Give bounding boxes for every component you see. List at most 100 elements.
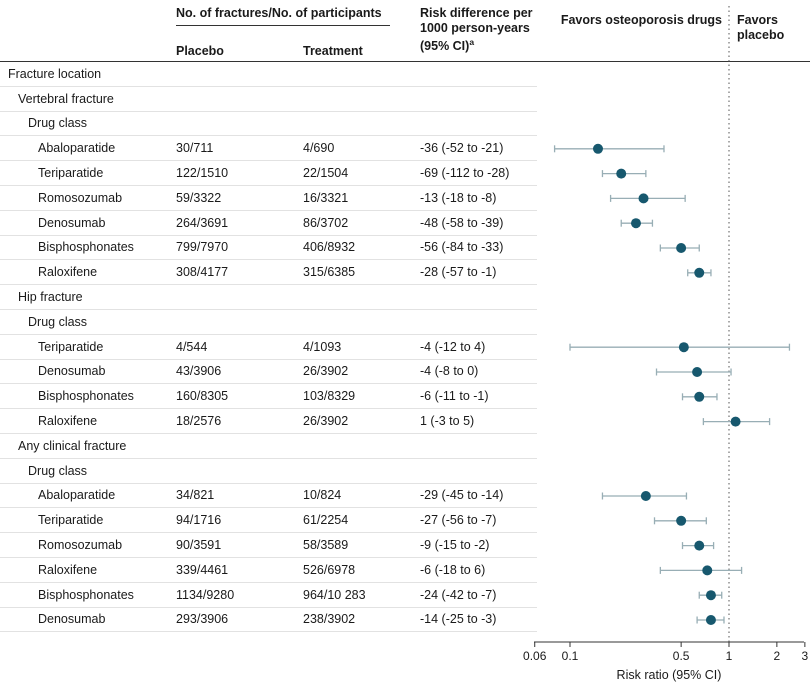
placebo-count: 264/3691 (176, 215, 229, 230)
forest-table-rows: Fracture location Vertebral fracture Drug … (0, 62, 537, 633)
section-label: Hip fracture (18, 290, 83, 305)
point-estimate (676, 515, 687, 526)
drug-label: Denosumab (38, 215, 106, 230)
point-estimate (730, 416, 741, 427)
treatment-count: 4/1093 (303, 339, 342, 354)
risk-difference-value: -48 (-58 to -39) (420, 215, 504, 230)
table-row: Denosumab 264/3691 86/3702 -48 (-58 to -39) (0, 211, 537, 236)
treatment-count: 103/8329 (303, 389, 356, 404)
point-estimate (616, 168, 627, 179)
placebo-count: 59/3322 (176, 190, 222, 205)
section-label: Drug class (28, 116, 88, 131)
risk-difference-value: -56 (-84 to -33) (420, 240, 504, 255)
drug-label: Bisphosphonates (38, 240, 134, 255)
table-row: Abaloparatide 34/821 10/824 -29 (-45 to -14… (0, 484, 537, 509)
risk-difference-value: -27 (-56 to -7) (420, 513, 497, 528)
table-row: Bisphosphonates 160/8305 103/8329 -6 (-11 t… (0, 384, 537, 410)
table-row: Raloxifene 308/4177 315/6385 -28 (-57 to -1… (0, 260, 537, 286)
column-header-treatment: Treatment (303, 44, 363, 58)
placebo-count: 90/3591 (176, 538, 222, 553)
placebo-count: 43/3906 (176, 364, 222, 379)
treatment-count: 406/8932 (303, 240, 356, 255)
column-header-placebo: Placebo (176, 44, 224, 58)
section-row: Fracture location (0, 62, 537, 87)
section-row: Any clinical fracture (0, 434, 537, 459)
treatment-count: 238/3902 (303, 612, 356, 627)
risk-difference-value: -4 (-8 to 0) (420, 364, 479, 379)
favors-placebo-label: Favors placebo (737, 13, 785, 43)
table-row: Romosozumab 90/3591 58/3589 -9 (-15 to -2) (0, 533, 537, 558)
section-row: Drug class (0, 459, 537, 484)
risk-difference-value: -6 (-11 to -1) (420, 389, 489, 404)
drug-label: Abaloparatide (38, 488, 116, 503)
drug-label: Raloxifene (38, 265, 98, 280)
placebo-count: 18/2576 (176, 414, 222, 429)
drug-label: Bisphosphonates (38, 587, 134, 602)
placebo-count: 339/4461 (176, 562, 229, 577)
table-row: Bisphosphonates 799/7970 406/8932 -56 (-84 … (0, 236, 537, 261)
table-row: Raloxifene 339/4461 526/6978 -6 (-18 to 6) (0, 558, 537, 583)
drug-label: Teriparatide (38, 339, 104, 354)
table-row: Denosumab 293/3906 238/3902 -14 (-25 to -3) (0, 608, 537, 633)
x-axis-tick-label: 0.5 (673, 649, 690, 663)
drug-label: Romosozumab (38, 190, 123, 205)
point-estimate (592, 143, 603, 154)
risk-difference-value: -9 (-15 to -2) (420, 538, 490, 553)
treatment-count: 86/3702 (303, 215, 349, 230)
point-estimate (678, 342, 689, 353)
placebo-count: 4/544 (176, 339, 208, 354)
point-estimate (694, 540, 705, 551)
treatment-count: 26/3902 (303, 414, 349, 429)
treatment-count: 4/690 (303, 141, 335, 156)
risk-difference-value: -14 (-25 to -3) (420, 612, 497, 627)
drug-label: Raloxifene (38, 414, 98, 429)
table-row: Teriparatide 94/1716 61/2254 -27 (-56 to -7… (0, 508, 537, 534)
risk-difference-value: -36 (-52 to -21) (420, 141, 504, 156)
risk-difference-value: -13 (-18 to -8) (420, 190, 497, 205)
drug-label: Raloxifene (38, 562, 98, 577)
placebo-count: 94/1716 (176, 513, 222, 528)
risk-difference-value: -69 (-112 to -28) (420, 166, 510, 181)
drug-label: Teriparatide (38, 513, 104, 528)
table-row: Teriparatide 4/544 4/1093 -4 (-12 to 4) (0, 335, 537, 360)
column-header-risk-difference: Risk difference per 1000 person-years (9… (420, 6, 548, 54)
section-row: Vertebral fracture (0, 87, 537, 112)
risk-difference-value: -29 (-45 to -14) (420, 488, 504, 503)
drug-label: Teriparatide (38, 166, 104, 181)
section-label: Drug class (28, 463, 88, 478)
section-label: Drug class (28, 314, 88, 329)
treatment-count: 58/3589 (303, 538, 349, 553)
risk-difference-value: 1 (-3 to 5) (420, 414, 475, 429)
favors-osteoporosis-drugs-label: Favors osteoporosis drugs (560, 13, 722, 27)
risk-difference-header-text: Risk difference per 1000 person-years (9… (420, 6, 533, 53)
risk-difference-value: -4 (-12 to 4) (420, 339, 486, 354)
risk-difference-value: -6 (-18 to 6) (420, 562, 486, 577)
x-axis-tick-label: 1 (726, 649, 733, 663)
table-row: Bisphosphonates 1134/9280 964/10 283 -24 (-… (0, 583, 537, 608)
table-row: Raloxifene 18/2576 26/3902 1 (-3 to 5) (0, 409, 537, 434)
section-label: Fracture location (8, 66, 102, 81)
x-axis-tick-label: 2 (774, 649, 781, 663)
section-row: Hip fracture (0, 285, 537, 310)
table-row: Romosozumab 59/3322 16/3321 -13 (-18 to -8) (0, 186, 537, 211)
risk-difference-value: -28 (-57 to -1) (420, 265, 497, 280)
column-header-fractures-participants: No. of fractures/No. of participants (176, 6, 390, 27)
placebo-count: 34/821 (176, 488, 215, 503)
point-estimate (638, 193, 649, 204)
x-axis-tick-label: 0.06 (523, 649, 547, 663)
treatment-count: 22/1504 (303, 166, 349, 181)
placebo-count: 160/8305 (176, 389, 229, 404)
header-divider (0, 61, 810, 62)
table-row: Denosumab 43/3906 26/3902 -4 (-8 to 0) (0, 360, 537, 385)
drug-label: Bisphosphonates (38, 389, 134, 404)
point-estimate (640, 491, 651, 501)
x-axis-tick-label: 3 (802, 649, 809, 663)
point-estimate (630, 218, 641, 229)
table-row: Abaloparatide 30/711 4/690 -36 (-52 to -21) (0, 136, 537, 162)
treatment-count: 10/824 (303, 488, 342, 503)
treatment-count: 315/6385 (303, 265, 356, 280)
table-row: Teriparatide 122/1510 22/1504 -69 (-112 to … (0, 161, 537, 186)
x-axis-tick-label: 0.1 (562, 649, 579, 663)
drug-label: Romosozumab (38, 538, 123, 553)
